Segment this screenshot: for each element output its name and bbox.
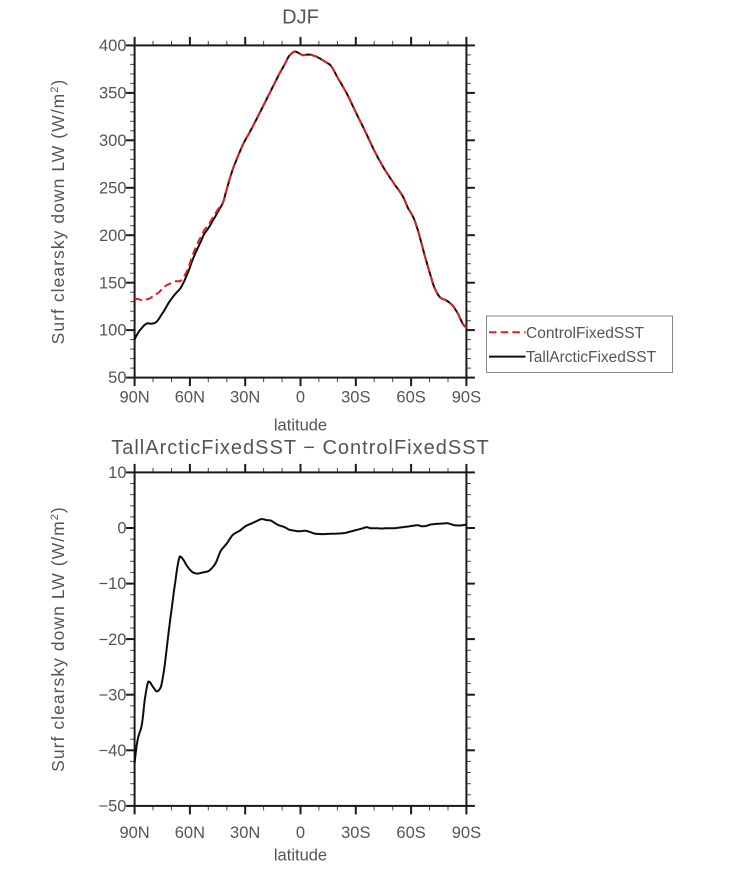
svg-text:30S: 30S	[341, 824, 370, 842]
svg-text:60N: 60N	[175, 389, 205, 407]
svg-text:90S: 90S	[452, 824, 481, 842]
svg-text:30N: 30N	[230, 824, 260, 842]
svg-text:−10: −10	[99, 575, 127, 593]
svg-text:−40: −40	[99, 742, 127, 760]
svg-text:400: 400	[99, 37, 127, 55]
svg-text:60S: 60S	[396, 824, 425, 842]
svg-text:30N: 30N	[230, 389, 260, 407]
svg-text:150: 150	[99, 274, 127, 292]
svg-text:300: 300	[99, 132, 127, 150]
svg-text:latitude: latitude	[274, 417, 327, 435]
svg-text:60S: 60S	[396, 389, 425, 407]
svg-text:Surf clearsky down LW (W/m2): Surf clearsky down LW (W/m2)	[48, 506, 68, 772]
svg-text:90N: 90N	[119, 824, 149, 842]
svg-text:TallArcticFixedSST − ControlFi: TallArcticFixedSST − ControlFixedSST	[111, 437, 490, 459]
svg-text:−30: −30	[99, 686, 127, 704]
svg-text:DJF: DJF	[282, 7, 319, 29]
svg-text:200: 200	[99, 227, 127, 245]
svg-text:60N: 60N	[175, 824, 205, 842]
svg-text:0: 0	[296, 389, 305, 407]
svg-text:TallArcticFixedSST: TallArcticFixedSST	[526, 349, 657, 366]
svg-text:350: 350	[99, 85, 127, 103]
svg-text:90S: 90S	[452, 389, 481, 407]
svg-text:50: 50	[108, 369, 126, 387]
svg-text:Surf clearsky down LW (W/m2): Surf clearsky down LW (W/m2)	[48, 79, 68, 345]
svg-text:0: 0	[296, 824, 305, 842]
svg-text:0: 0	[117, 520, 126, 538]
svg-text:30S: 30S	[341, 389, 370, 407]
svg-text:latitude: latitude	[274, 847, 327, 865]
svg-text:ControlFixedSST: ControlFixedSST	[526, 325, 645, 342]
svg-text:10: 10	[108, 464, 126, 482]
svg-text:250: 250	[99, 179, 127, 197]
svg-text:90N: 90N	[119, 389, 149, 407]
svg-text:−20: −20	[99, 631, 127, 649]
svg-text:−50: −50	[99, 798, 127, 816]
svg-text:100: 100	[99, 322, 127, 340]
